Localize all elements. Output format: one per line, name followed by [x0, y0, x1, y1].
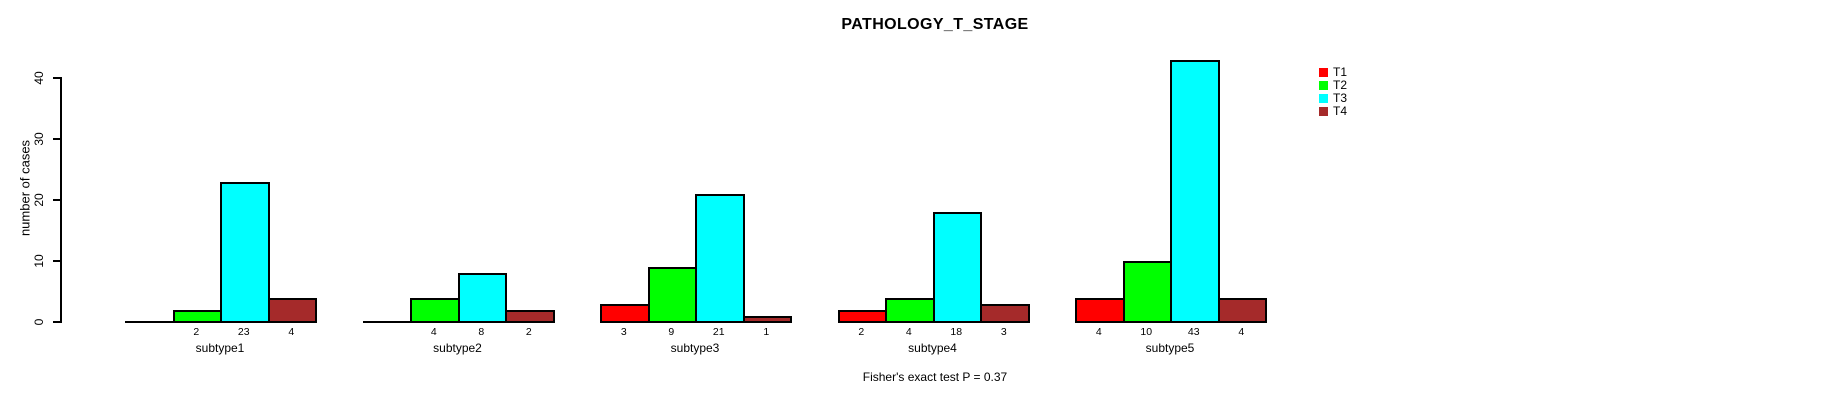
- legend-label: T3: [1333, 91, 1348, 105]
- legend-item: T1: [1319, 66, 1347, 79]
- legend-label: T2: [1333, 78, 1348, 92]
- category-label: subtype3: [670, 341, 720, 355]
- bar-value-label: 4: [905, 326, 912, 338]
- bar-T2: [410, 297, 460, 323]
- bar-T4: [980, 303, 1030, 323]
- y-tick-label: 30: [32, 132, 46, 146]
- bar-value-label: 4: [1095, 326, 1102, 338]
- bar-T1: [1075, 297, 1125, 323]
- bar-T3: [1170, 59, 1220, 323]
- bar-T3: [695, 193, 745, 323]
- bar-T2: [172, 309, 222, 323]
- bar-value-label: 2: [193, 326, 200, 338]
- y-axis-line: [60, 77, 62, 323]
- y-axis-title: number of cases: [17, 139, 33, 237]
- legend-swatch-T3: [1319, 94, 1328, 103]
- bar-value-label: 3: [1000, 326, 1007, 338]
- y-tick: [53, 77, 61, 79]
- legend-swatch-T1: [1319, 68, 1328, 77]
- legend-label: T4: [1333, 104, 1348, 118]
- category-label: subtype1: [195, 341, 245, 355]
- fisher-test-annotation: Fisher's exact test P = 0.37: [862, 370, 1008, 384]
- y-tick-label: 0: [32, 318, 46, 326]
- bar-value-label: 18: [950, 326, 963, 338]
- legend-item: T2: [1319, 79, 1347, 92]
- bar-T1: [837, 309, 887, 323]
- legend: T1 T2 T3 T4: [1319, 66, 1347, 118]
- y-tick: [53, 138, 61, 140]
- bar-T4: [1217, 297, 1267, 323]
- category-label: subtype5: [1145, 341, 1195, 355]
- bar-value-label: 9: [668, 326, 675, 338]
- bar-T4: [267, 297, 317, 323]
- bar-value-label: 4: [1238, 326, 1245, 338]
- bar-T3: [932, 212, 982, 323]
- bar-T2: [1122, 261, 1172, 323]
- y-tick: [53, 321, 61, 323]
- bar-T3: [457, 273, 507, 323]
- bar-T1: [600, 303, 650, 323]
- bar-value-label: 2: [858, 326, 865, 338]
- legend-swatch-T4: [1319, 107, 1328, 116]
- bar-value-label: 21: [712, 326, 725, 338]
- bar-T2: [885, 297, 935, 323]
- bar-value-label: 3: [620, 326, 627, 338]
- y-tick-label: 20: [32, 193, 46, 207]
- y-tick-label: 40: [32, 71, 46, 85]
- legend-swatch-T2: [1319, 81, 1328, 90]
- y-tick: [53, 199, 61, 201]
- bar-T3: [220, 181, 270, 323]
- bar-value-label: 1: [763, 326, 770, 338]
- bar-value-label: 2: [525, 326, 532, 338]
- bar-value-label: 8: [478, 326, 485, 338]
- category-label: subtype2: [433, 341, 482, 355]
- bar-T4: [742, 315, 792, 323]
- legend-item: T3: [1319, 92, 1347, 105]
- bar-T2: [647, 267, 697, 323]
- legend-item: T4: [1319, 105, 1347, 118]
- y-tick-label: 10: [32, 254, 46, 268]
- y-tick: [53, 260, 61, 262]
- bar-value-label: 4: [430, 326, 437, 338]
- bar-T4: [505, 309, 555, 323]
- bar-value-label: 43: [1187, 326, 1200, 338]
- legend-label: T1: [1333, 65, 1348, 79]
- bar-value-label: 23: [237, 326, 250, 338]
- chart-title: PATHOLOGY_T_STAGE: [841, 16, 1029, 33]
- bar-value-label: 4: [288, 326, 295, 338]
- bar-value-label: 10: [1140, 326, 1153, 338]
- category-label: subtype4: [908, 341, 957, 355]
